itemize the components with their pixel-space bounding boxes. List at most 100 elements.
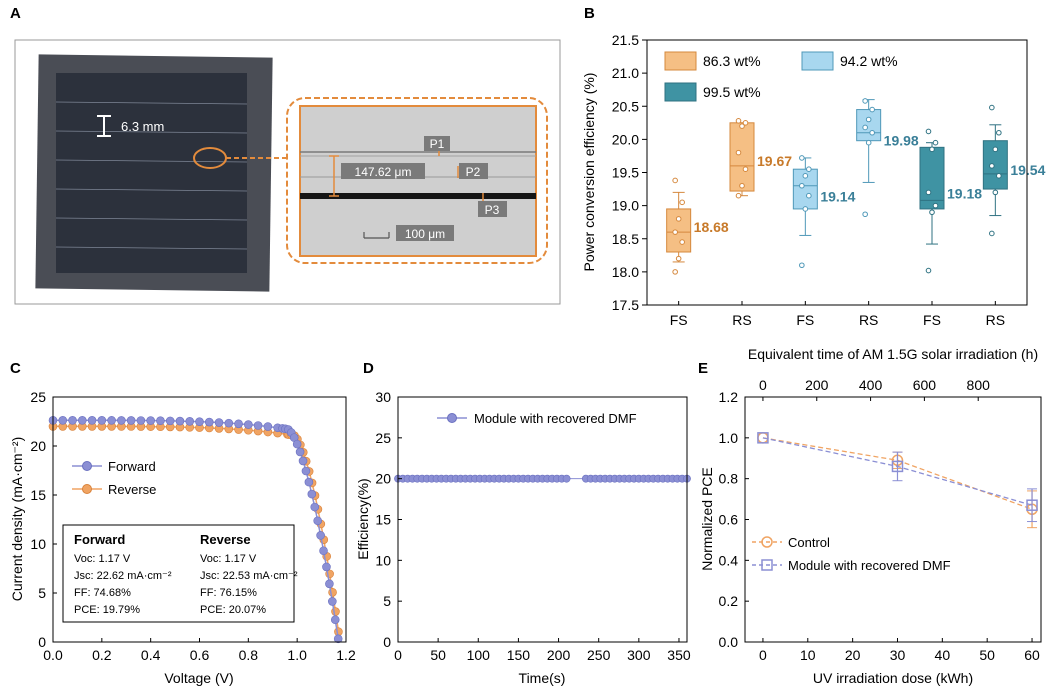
data-point [932,202,939,209]
legend-item-module-d: Module with recovered DMF [474,411,637,426]
panel-e: 0.0 0.2 0.4 0.6 0.8 1.0 1.2 0 10 20 30 40 50 60 0 200… [699,346,1042,686]
jv-point [185,417,195,426]
data-point [992,189,999,196]
box [729,122,755,192]
panel-b: 86.3 wt% 94.2 wt% 99.5 wt% 18.68 19.67 19.14… [581,32,1046,328]
ytick-label-c: 0 [38,634,46,650]
ytick-label-b: 21.5 [612,32,639,48]
data-point [862,211,868,218]
xtick-label-b: FS [923,312,941,328]
xtick-label-e: 10 [800,647,816,663]
data-point [989,230,995,237]
data-point [679,199,685,206]
ytick-label-e: 1.2 [719,389,739,405]
data-point [735,149,742,156]
mean-label: 19.98 [884,133,919,149]
ytick-label-b: 17.5 [612,297,639,313]
axes-frame-d [397,396,688,643]
legend-swatch [664,82,697,102]
jv-point [319,546,328,556]
jv-point [107,416,116,425]
table-reverse-jsc: Jsc: 22.53 mA·cm⁻² [200,570,298,582]
ytick-label-e: 0.6 [719,512,739,528]
ytick-label-c: 25 [30,389,46,405]
table-reverse-title: Reverse [200,532,251,547]
data-point [869,106,875,113]
jv-curves [48,416,343,644]
label-box-p1 [424,136,450,151]
gap-marker [329,148,484,202]
data-point [891,460,904,473]
jv-point [156,416,165,426]
ytick-label-b: 20.0 [612,131,639,147]
data-point [932,139,939,146]
data-point [679,239,685,245]
line-label-p2: P2 [466,165,481,179]
box [666,208,692,253]
mean-label: 18.68 [694,219,729,235]
xlabel-c: Voltage (V) [164,670,233,686]
ytick-label-e: 0.2 [719,593,739,609]
jv-point [263,422,273,431]
jv-point [224,418,234,428]
normalized-pce-series [757,432,1038,529]
jv-point [136,416,146,425]
data-point [996,173,1002,179]
legend-e: Control Module with recovered DMF [752,535,951,573]
data-point [996,129,1002,136]
data-point [929,209,935,216]
xlabel-d: Time(s) [519,670,566,686]
jv-point [214,418,224,427]
legend-c: Forward Reverse [72,459,156,497]
xtick-label-c: 0.6 [190,647,210,663]
ytick-label-b: 19.0 [612,198,639,214]
inset-scale-label: 100 μm [405,227,445,241]
table-reverse-ff: FF: 76.15% [200,587,257,599]
ytick-label-e: 0.4 [719,552,739,568]
data-point [735,118,742,124]
data-point [672,229,678,235]
jv-point [310,502,320,512]
box-plot-b: 18.68 19.67 19.14 19.98 19.18 19.54 [666,98,1046,275]
ytick-label-d: 15 [375,512,391,528]
parameter-table [62,524,295,623]
data-point [802,206,809,212]
legend-item: 86.3 wt% [703,53,761,69]
xtick-label-d: 350 [667,647,691,663]
ytick-label-d: 30 [375,389,391,405]
xtick-label-d: 250 [587,647,611,663]
jv-point [117,416,126,425]
line-label-p1: P1 [430,137,445,151]
efficiency-points [394,474,691,483]
ytick-label-b: 20.5 [612,98,639,114]
legend-d: Module with recovered DMF [437,411,637,426]
jv-point [146,416,155,425]
jv-point [87,416,97,425]
ytick-label-b: 18.0 [612,264,639,280]
legend-b: 86.3 wt% 94.2 wt% 99.5 wt% [664,51,898,102]
box [919,146,945,210]
ytick-label-d: 0 [383,634,391,650]
xtick-label-e: 50 [979,647,995,663]
jv-point [175,416,185,426]
axes-frame-e [744,396,1042,643]
jv-point [334,627,343,636]
legend-swatch [801,51,834,71]
legend-item: 99.5 wt% [703,84,761,100]
table-forward-jsc: Jsc: 22.62 mA·cm⁻² [74,570,172,582]
ylabel-b: Power conversion efficiency (%) [581,73,597,272]
xtick-label-e: 30 [890,647,906,663]
data-point [989,163,995,169]
xtick-label-c: 0.4 [141,647,161,663]
data-point [742,166,749,172]
data-point [925,267,932,274]
efficiency-point [562,474,571,483]
jv-point [97,416,107,425]
data-point [799,155,805,161]
data-point [735,192,742,199]
xtick-label-e: 60 [1024,647,1040,663]
legend-swatch [664,51,697,71]
ytick-label-b: 21.0 [612,65,639,81]
ytick-label-e: 0.0 [719,634,739,650]
